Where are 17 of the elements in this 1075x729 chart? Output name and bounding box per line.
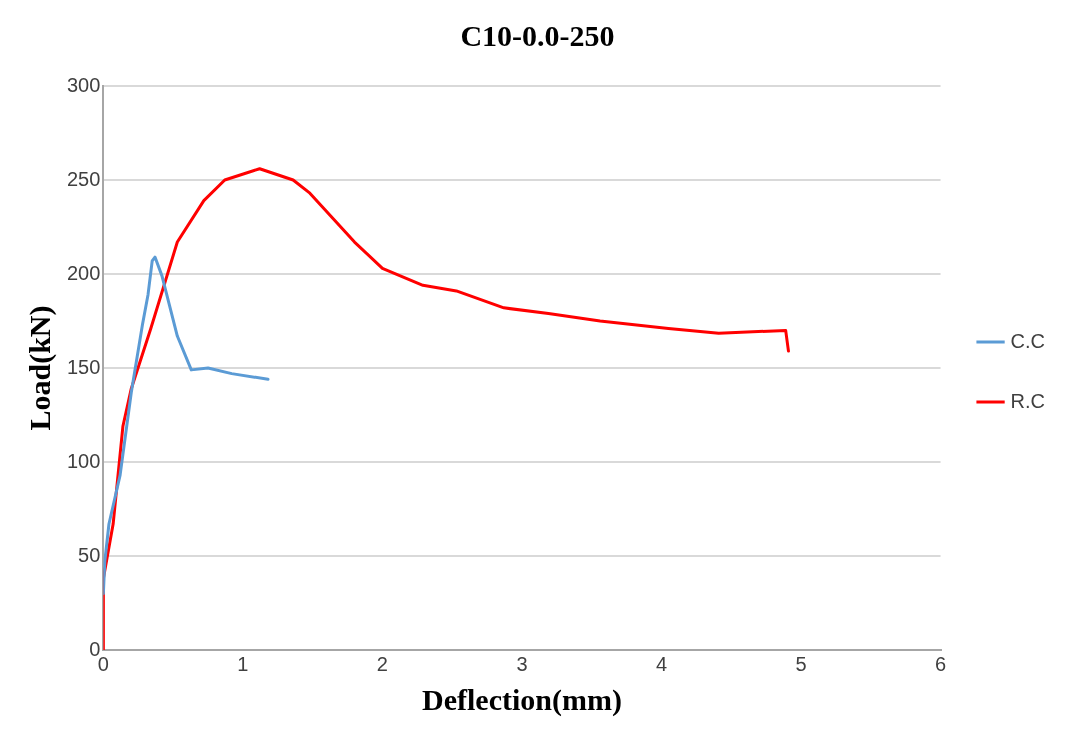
- y-tick-label: 150: [66, 355, 101, 378]
- x-tick-label: 5: [795, 652, 807, 675]
- x-tick-label: 4: [655, 652, 668, 675]
- chart-title: C10-0.0-250: [460, 18, 615, 52]
- x-tick-label: 2: [376, 652, 388, 675]
- y-tick-label: 250: [66, 167, 101, 190]
- x-tick-label: 3: [516, 652, 528, 675]
- y-tick-label: 200: [66, 261, 101, 284]
- y-tick-label: 300: [66, 73, 101, 96]
- legend-label: R.C: [1010, 389, 1046, 412]
- legend-label: C.C: [1010, 329, 1046, 352]
- y-axis-title: Load(kN): [22, 305, 57, 431]
- x-tick-label: 6: [934, 652, 947, 675]
- y-tick-label: 100: [66, 449, 101, 472]
- y-tick-label: 50: [78, 543, 101, 566]
- x-tick-label: 1: [237, 652, 249, 675]
- x-axis-title: Deflection(mm): [422, 682, 622, 717]
